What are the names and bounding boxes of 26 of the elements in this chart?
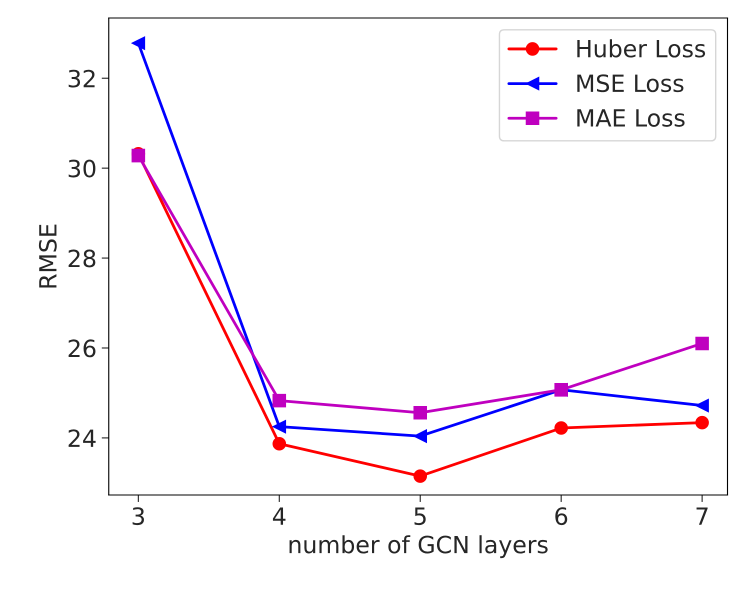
point bbox=[695, 416, 709, 430]
y-tick-label: 26 bbox=[68, 339, 96, 358]
legend-label: MAE Loss bbox=[577, 109, 685, 127]
point bbox=[413, 429, 428, 443]
x-tick-label: 3 bbox=[132, 507, 144, 526]
x-tick-label: 5 bbox=[414, 508, 426, 526]
point bbox=[695, 398, 709, 412]
x-axis-title: number of GCN layers bbox=[290, 535, 548, 558]
y-tick-label: 28 bbox=[68, 250, 96, 268]
point bbox=[413, 406, 428, 420]
y-axis-title: RMSE bbox=[38, 224, 57, 288]
point bbox=[272, 394, 286, 408]
point bbox=[132, 36, 146, 50]
y-tick-label: 30 bbox=[68, 160, 96, 178]
y-tick-label: 32 bbox=[68, 70, 95, 88]
y-tick-label: 24 bbox=[68, 429, 96, 447]
x-tick-label: 4 bbox=[272, 508, 286, 525]
point bbox=[554, 421, 568, 435]
point bbox=[413, 469, 428, 483]
x-tick-label: 7 bbox=[696, 508, 708, 525]
legend-label: Huber Loss bbox=[577, 39, 706, 58]
point bbox=[695, 336, 709, 350]
point bbox=[272, 436, 286, 451]
legend-label: MSE Loss bbox=[577, 74, 684, 92]
point bbox=[272, 420, 286, 434]
x-tick-label: 6 bbox=[555, 507, 568, 526]
